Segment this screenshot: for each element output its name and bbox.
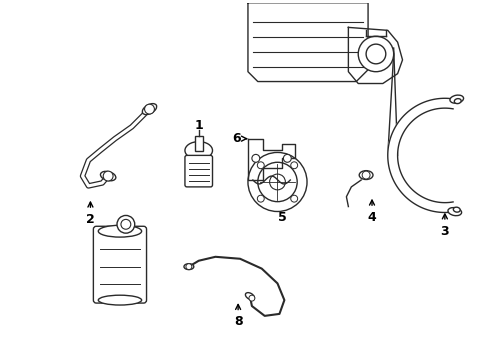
- Circle shape: [258, 162, 297, 202]
- Text: 7: 7: [116, 281, 124, 305]
- FancyBboxPatch shape: [94, 226, 147, 303]
- Ellipse shape: [448, 208, 462, 216]
- Text: 2: 2: [86, 202, 95, 226]
- Circle shape: [117, 215, 135, 233]
- Circle shape: [249, 295, 255, 301]
- Text: 5: 5: [278, 200, 287, 224]
- Ellipse shape: [98, 295, 142, 305]
- Circle shape: [270, 174, 285, 190]
- Ellipse shape: [359, 171, 373, 180]
- Circle shape: [291, 195, 297, 202]
- Ellipse shape: [100, 171, 116, 181]
- Polygon shape: [348, 27, 402, 84]
- Ellipse shape: [454, 99, 461, 104]
- Circle shape: [283, 154, 291, 162]
- Text: 8: 8: [234, 305, 243, 328]
- Circle shape: [186, 264, 192, 270]
- Ellipse shape: [185, 141, 213, 159]
- Circle shape: [358, 36, 393, 72]
- Ellipse shape: [98, 225, 142, 237]
- Polygon shape: [248, 3, 368, 82]
- Ellipse shape: [142, 104, 157, 114]
- FancyBboxPatch shape: [185, 156, 213, 187]
- Circle shape: [145, 104, 154, 114]
- Text: 4: 4: [368, 200, 376, 224]
- Circle shape: [121, 219, 131, 229]
- Circle shape: [362, 171, 370, 179]
- Circle shape: [257, 162, 264, 169]
- Bar: [195, 136, 203, 152]
- Circle shape: [257, 195, 264, 202]
- Ellipse shape: [450, 95, 464, 103]
- Text: 1: 1: [195, 120, 203, 144]
- Circle shape: [252, 154, 260, 162]
- Polygon shape: [248, 139, 295, 180]
- Text: 3: 3: [441, 214, 449, 238]
- Polygon shape: [388, 98, 455, 212]
- Ellipse shape: [453, 207, 460, 212]
- Circle shape: [291, 162, 297, 169]
- Ellipse shape: [245, 293, 254, 300]
- Circle shape: [103, 171, 113, 181]
- Circle shape: [248, 152, 307, 212]
- Text: 6: 6: [232, 132, 246, 145]
- Circle shape: [366, 44, 386, 64]
- Ellipse shape: [184, 264, 194, 270]
